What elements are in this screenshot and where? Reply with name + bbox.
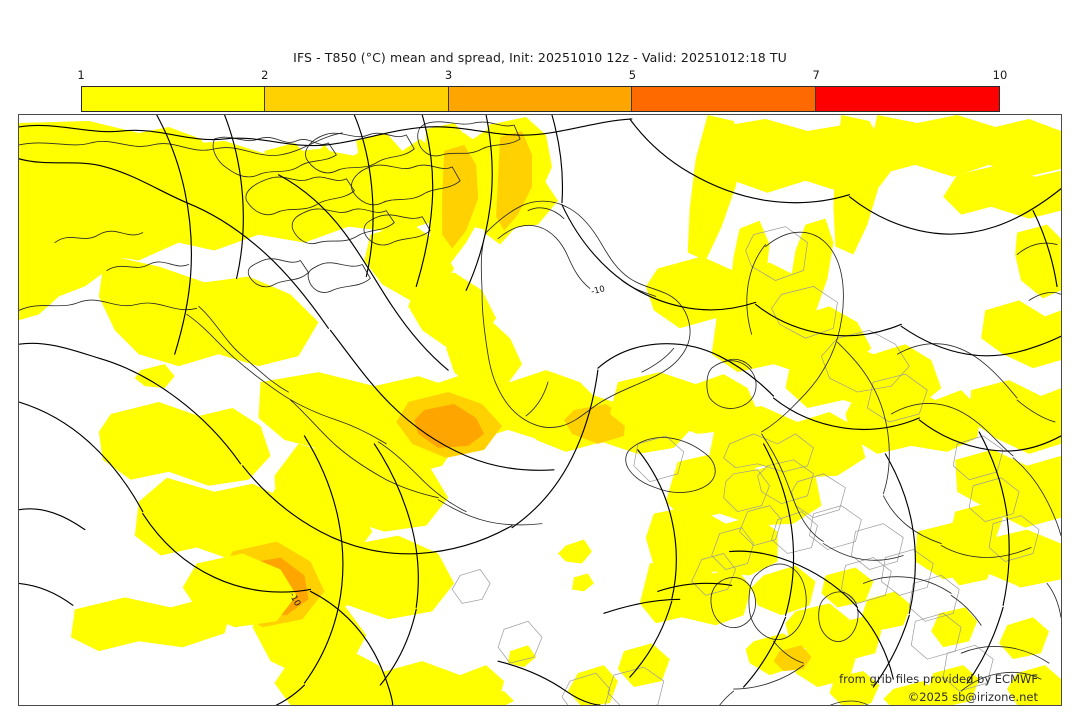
colorbar-tick-2: 2 bbox=[261, 68, 269, 82]
colorbar-ticks: 1 2 3 5 7 10 bbox=[77, 68, 1007, 84]
colorbar-tick-1: 1 bbox=[77, 68, 85, 82]
colorbar-tick-3: 3 bbox=[444, 68, 453, 82]
colorbar-segment-2-3 bbox=[265, 87, 449, 111]
colorbar-segment-1-2 bbox=[82, 87, 266, 111]
credit-ecmwf: from grib files provided by ECMWF bbox=[839, 672, 1038, 686]
contour-label: -10 bbox=[590, 283, 606, 296]
colorbar-segment-5-7 bbox=[632, 87, 816, 111]
credit-copyright: ©2025 sb@irizone.net bbox=[907, 690, 1038, 704]
map-canvas[interactable]: -10 -10 bbox=[18, 114, 1062, 706]
colorbar: 1 2 3 5 7 10 bbox=[77, 68, 1007, 112]
coastline-layer bbox=[19, 121, 1061, 705]
colorbar-tick-5: 5 bbox=[628, 68, 637, 82]
spread-shading-layer bbox=[19, 115, 1061, 705]
contour-label-layer: -10 -10 bbox=[288, 283, 606, 607]
page-title: IFS - T850 (°C) mean and spread, Init: 2… bbox=[293, 50, 787, 65]
colorbar-segment-7-10 bbox=[815, 87, 999, 111]
colorbar-tick-7: 7 bbox=[812, 68, 820, 82]
map-graphics: -10 -10 bbox=[19, 115, 1061, 705]
colorbar-tick-10: 10 bbox=[992, 68, 1008, 82]
colorbar-segment-3-5 bbox=[448, 87, 633, 111]
contour-lines-layer bbox=[19, 115, 1061, 705]
colorbar-gradient bbox=[81, 86, 1000, 112]
